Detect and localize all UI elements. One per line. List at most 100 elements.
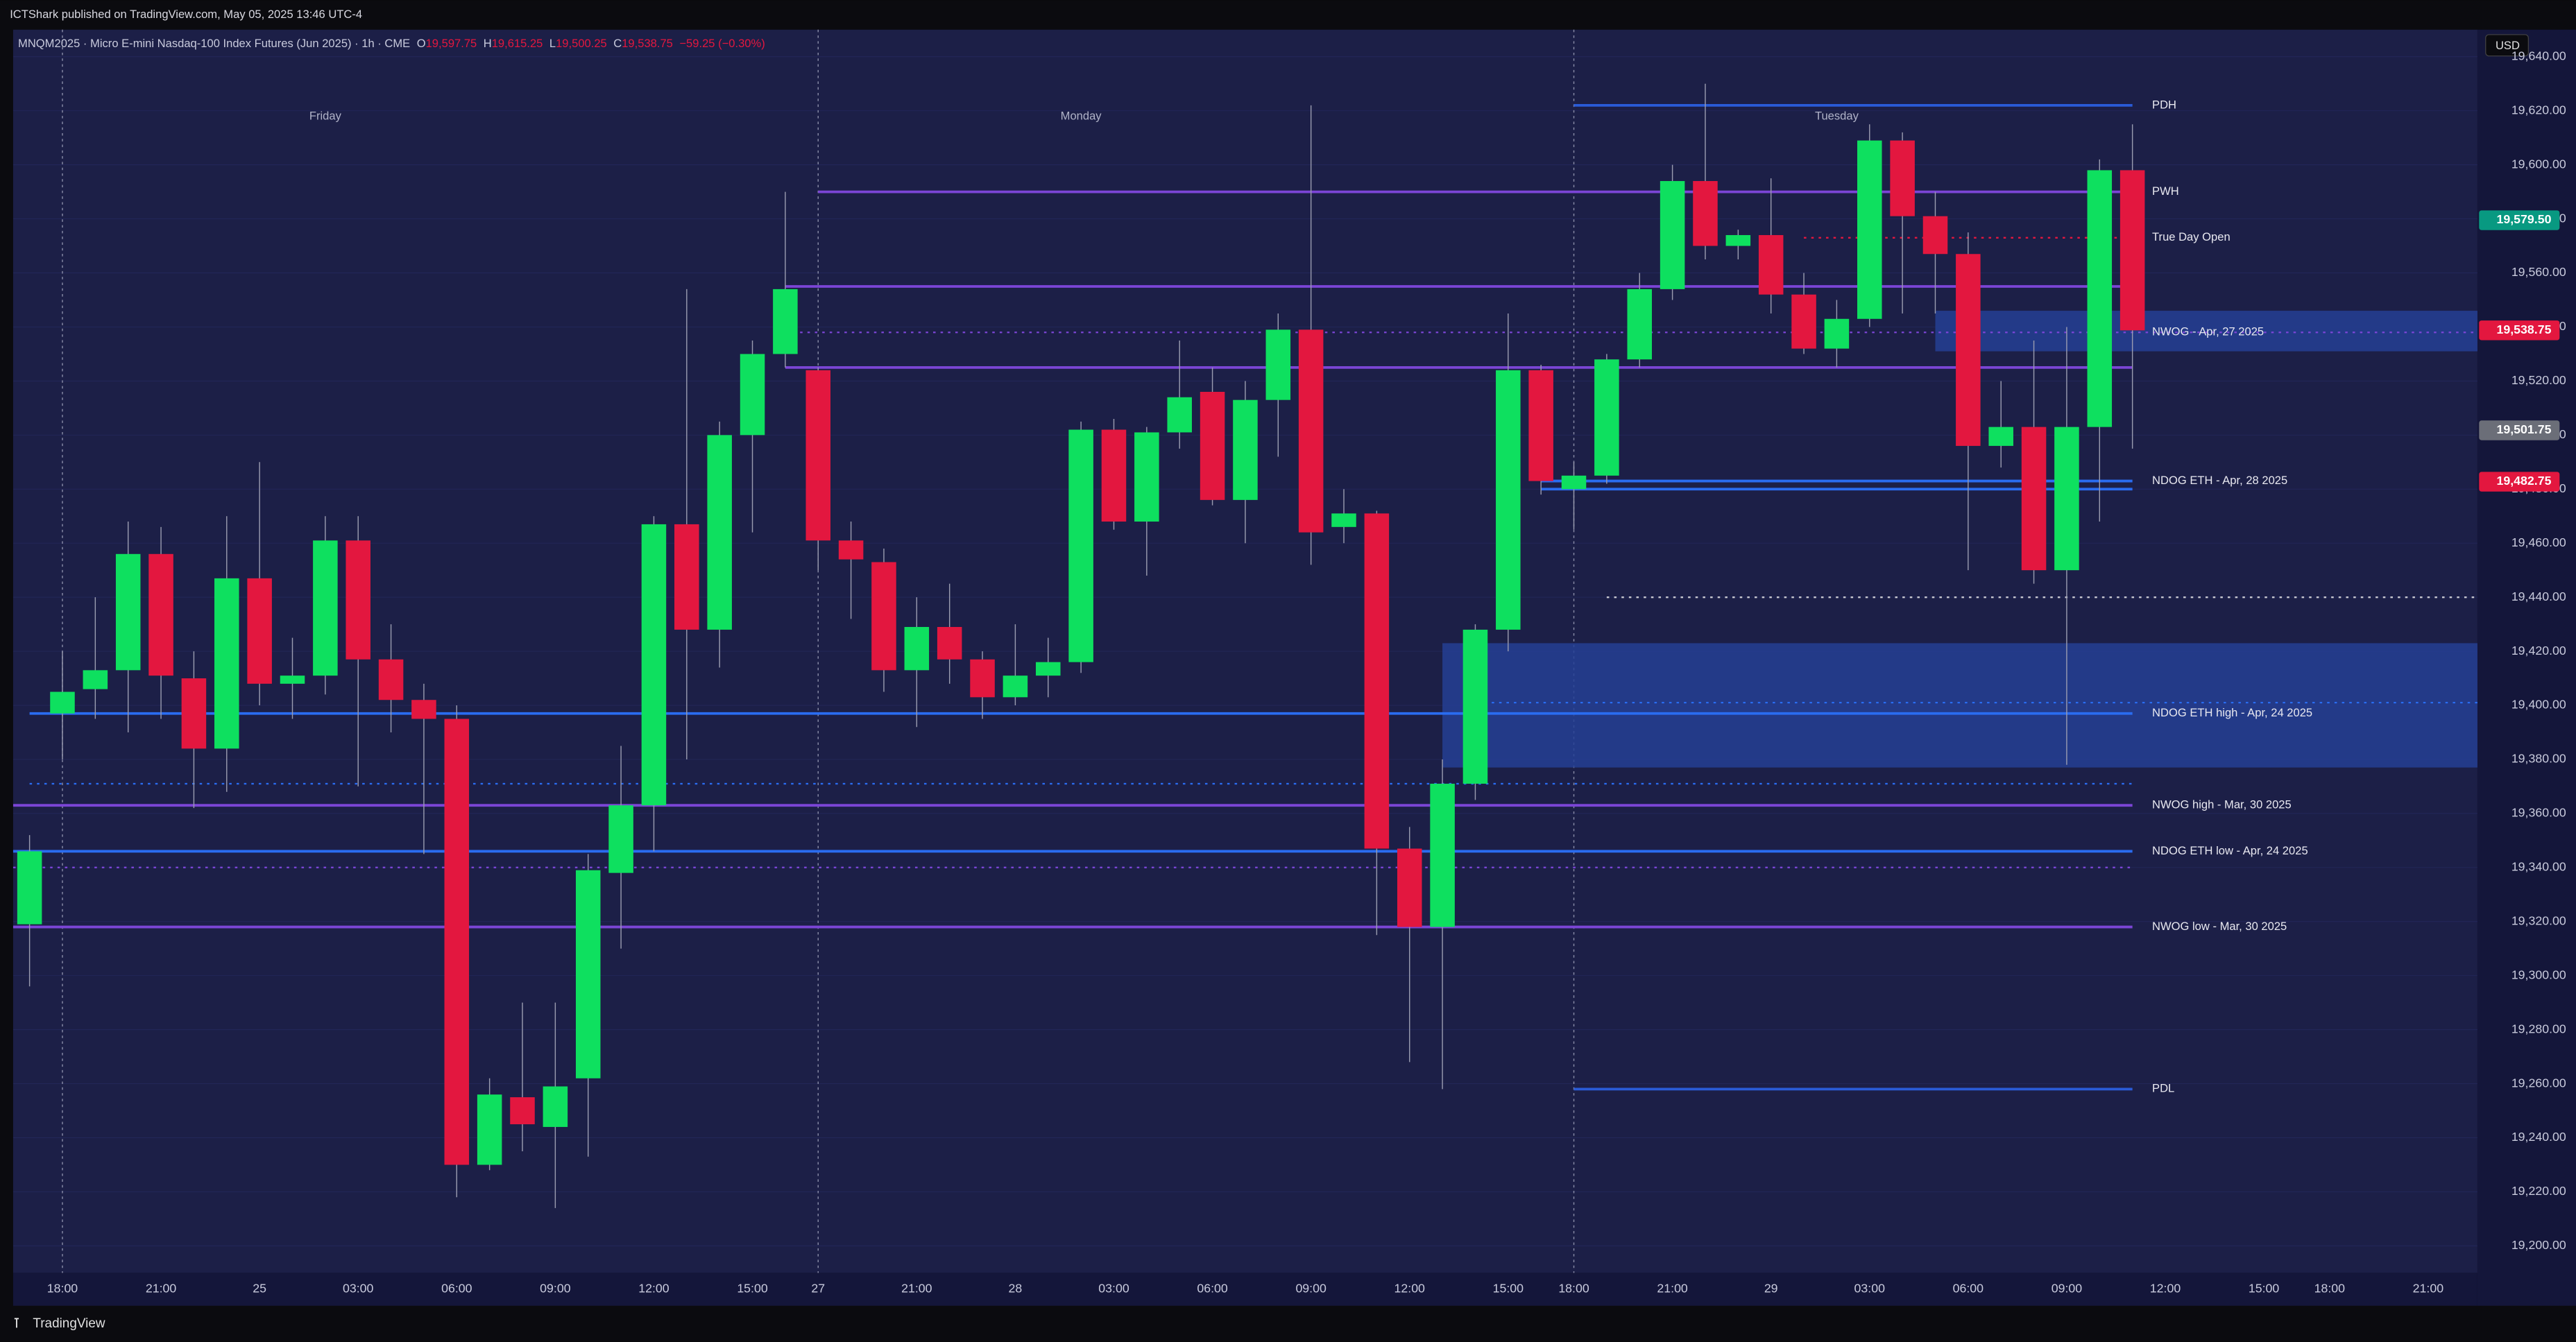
candle-body xyxy=(937,627,962,660)
candle-body xyxy=(674,524,699,630)
session-label: Tuesday xyxy=(1815,110,1859,123)
candle-body xyxy=(707,435,732,630)
level-label: NDOG ETH - Apr, 28 2025 xyxy=(2152,474,2287,487)
zone xyxy=(1935,311,2477,352)
level-label: NWOG - Apr, 27 2025 xyxy=(2152,325,2264,338)
candle-body xyxy=(148,553,173,676)
ohlc-value: 19,538.75 xyxy=(622,37,673,50)
x-tick-label: 09:00 xyxy=(540,1282,571,1296)
candle-body xyxy=(740,354,765,436)
candle-body xyxy=(181,678,207,749)
candle-body xyxy=(970,659,995,698)
candle-body xyxy=(1397,848,1422,927)
price-tag xyxy=(2479,472,2560,492)
y-tick-label: 19,220.00 xyxy=(2511,1184,2566,1198)
y-tick-label: 19,260.00 xyxy=(2511,1076,2566,1090)
candle-body xyxy=(115,553,141,671)
candle-body xyxy=(1003,676,1028,698)
publisher: ICTShark published on TradingView.com, M… xyxy=(10,8,362,21)
price-tag-label: 19,482.75 xyxy=(2497,474,2552,488)
y-tick-label: 19,560.00 xyxy=(2511,265,2566,279)
logo-mark: ⊺ xyxy=(13,1316,20,1331)
y-tick-label: 19,240.00 xyxy=(2511,1130,2566,1144)
candle-body xyxy=(2119,170,2145,331)
level-label: PDL xyxy=(2152,1082,2174,1095)
x-tick-label: 06:00 xyxy=(1197,1282,1228,1296)
y-tick-label: 19,440.00 xyxy=(2511,590,2566,603)
candle-body xyxy=(904,627,930,671)
symbol-header: MNQM2025 · Micro E-mini Nasdaq-100 Index… xyxy=(18,37,765,50)
change: −59.25 (−0.30%) xyxy=(679,37,765,50)
candle-body xyxy=(2054,427,2079,571)
y-tick-label: 19,280.00 xyxy=(2511,1022,2566,1035)
session-label: Monday xyxy=(1061,110,1102,123)
x-tick-label: 03:00 xyxy=(343,1282,374,1296)
x-tick-label: 21:00 xyxy=(146,1282,177,1296)
candle-body xyxy=(1134,432,1159,522)
y-tick-label: 19,420.00 xyxy=(2511,644,2566,657)
x-tick-label: 09:00 xyxy=(2052,1282,2083,1296)
candle-body xyxy=(1200,391,1225,500)
candle-body xyxy=(313,540,338,676)
candle-body xyxy=(444,719,470,1165)
candle-body xyxy=(1233,399,1258,500)
x-tick-label: 12:00 xyxy=(2150,1282,2181,1296)
candle-body xyxy=(1265,329,1291,400)
x-tick-label: 21:00 xyxy=(901,1282,932,1296)
brand[interactable]: TradingView xyxy=(33,1316,105,1331)
x-tick-label: 03:00 xyxy=(1854,1282,1886,1296)
candle-body xyxy=(1561,475,1587,490)
price-tag-label: 19,501.75 xyxy=(2497,422,2552,436)
x-tick-label: 15:00 xyxy=(737,1282,768,1296)
candle-body xyxy=(1890,140,1915,216)
ohlc-key: O xyxy=(417,37,426,50)
candle-body xyxy=(83,670,108,689)
candle-body xyxy=(838,540,864,560)
currency-box xyxy=(2485,34,2529,57)
candle-body xyxy=(773,289,798,354)
candle-body xyxy=(214,578,239,749)
candle-body xyxy=(1101,429,1127,522)
session-label: Friday xyxy=(309,110,342,123)
candle-body xyxy=(510,1097,535,1125)
candle-body xyxy=(50,691,75,714)
y-tick-label: 19,360.00 xyxy=(2511,806,2566,820)
candle-body xyxy=(1364,513,1390,849)
price-tag-label: 19,579.50 xyxy=(2497,212,2552,226)
price-tag xyxy=(2479,320,2560,341)
x-tick-label: 03:00 xyxy=(1098,1282,1129,1296)
candle-body xyxy=(1528,370,1553,481)
y-tick-label: 19,380.00 xyxy=(2511,752,2566,766)
candle-body xyxy=(411,700,436,719)
level-label: PWH xyxy=(2152,184,2179,198)
ohlc-key: H xyxy=(484,37,492,50)
level-label: NWOG high - Mar, 30 2025 xyxy=(2152,798,2292,811)
candle-body xyxy=(378,659,404,700)
candle-body xyxy=(871,562,896,671)
candle-body xyxy=(280,676,305,684)
candle-body xyxy=(1824,318,1850,349)
candle-body xyxy=(1660,181,1685,289)
candle-body xyxy=(1068,429,1093,662)
candle-body xyxy=(1693,181,1718,246)
candle-body xyxy=(1725,234,1751,246)
x-tick-label: 12:00 xyxy=(638,1282,669,1296)
x-tick-label: 21:00 xyxy=(2413,1282,2444,1296)
price-axis xyxy=(2477,29,2576,1306)
y-tick-label: 19,600.00 xyxy=(2511,157,2566,171)
currency[interactable]: USD xyxy=(2496,39,2520,52)
x-tick-label: 28 xyxy=(1009,1282,1023,1296)
candle-body xyxy=(1857,140,1882,319)
price-tag xyxy=(2479,420,2560,440)
ohlc-key: C xyxy=(613,37,622,50)
x-tick-label: 12:00 xyxy=(1394,1282,1426,1296)
level-label: NDOG ETH high - Apr, 24 2025 xyxy=(2152,706,2312,719)
candle-body xyxy=(641,524,667,806)
y-tick-label: 19,520.00 xyxy=(2511,373,2566,387)
y-tick-label: 19,640.00 xyxy=(2511,49,2566,62)
x-tick-label: 09:00 xyxy=(1295,1282,1327,1296)
x-tick-label: 18:00 xyxy=(47,1282,78,1296)
y-tick-label: 19,460.00 xyxy=(2511,535,2566,549)
